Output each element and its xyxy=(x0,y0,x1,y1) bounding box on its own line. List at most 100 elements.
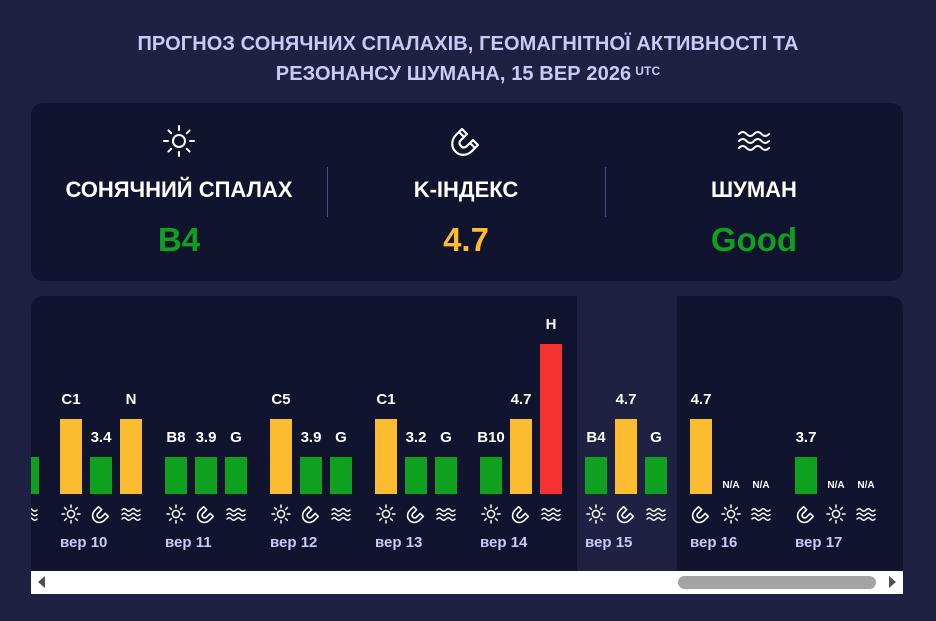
summary-schumann: ШУМАН Good xyxy=(605,103,903,281)
summary-schumann-value: Good xyxy=(710,221,798,258)
page-title: ПРОГНОЗ СОНЯЧНИХ СПАЛАХІВ, ГЕОМАГНІТНОЇ … xyxy=(40,29,896,89)
schumann-bar xyxy=(645,457,667,494)
title-line-1: ПРОГНОЗ СОНЯЧНИХ СПАЛАХІВ, ГЕОМАГНІТНОЇ … xyxy=(137,33,799,55)
schumann-bar xyxy=(435,457,457,494)
day-label: вер 11 xyxy=(165,534,212,551)
magnet-icon xyxy=(195,503,217,525)
sun-icon xyxy=(480,503,502,525)
summary-kindex-value: 4.7 xyxy=(443,221,489,258)
day-label: вер 16 xyxy=(690,534,738,551)
kp-value: 3.9 xyxy=(300,429,322,446)
magnet-icon xyxy=(405,503,427,525)
kp-bar xyxy=(405,457,427,494)
schumann-value: G xyxy=(335,429,347,446)
summary-schumann-label: ШУМАН xyxy=(711,177,797,202)
day-label: вер 13 xyxy=(375,534,423,551)
magnet-icon xyxy=(615,503,637,525)
flare-value: N/A xyxy=(722,480,740,491)
flare-value: B4 xyxy=(586,429,606,446)
kp-bar xyxy=(195,457,217,494)
summary-k-index: K-ІНДЕКС 4.7 xyxy=(327,103,605,281)
day-column[interactable]: 3.7 N/A N/A вер 17 xyxy=(795,296,900,571)
schumann-value: G xyxy=(440,429,452,446)
day-label: вер 12 xyxy=(270,534,318,551)
summary-solar-label: СОНЯЧНИЙ СПАЛАХ xyxy=(65,177,293,202)
flare-value: C1 xyxy=(61,391,81,408)
flare-value: C5 xyxy=(271,391,291,408)
schumann-bar xyxy=(330,457,352,494)
scroll-left-arrow-icon[interactable] xyxy=(38,576,45,588)
summary-panel: СОНЯЧНИЙ СПАЛАХ B4 K-ІНДЕКС 4.7 ШУМАН Go… xyxy=(31,103,903,281)
magnet-icon xyxy=(300,503,322,525)
sun-icon xyxy=(720,503,742,525)
horizontal-scrollbar[interactable] xyxy=(31,571,903,594)
partial-kp-value: 3 xyxy=(31,429,35,446)
waves-icon xyxy=(540,503,562,525)
waves-icon xyxy=(855,503,877,525)
magnet-icon xyxy=(795,503,817,525)
flare-bar xyxy=(480,457,502,494)
magnet-icon xyxy=(510,503,532,525)
kp-bar xyxy=(510,419,532,494)
flare-bar xyxy=(270,419,292,494)
summary-kindex-label: K-ІНДЕКС xyxy=(413,177,519,202)
schumann-bar xyxy=(225,457,247,494)
sun-icon xyxy=(60,503,82,525)
magnet-icon xyxy=(448,123,484,159)
day-label: вер 17 xyxy=(795,534,843,551)
kp-bar xyxy=(90,457,112,494)
divider xyxy=(327,167,328,217)
magnet-icon xyxy=(90,503,112,525)
flare-bar xyxy=(585,457,607,494)
title-line-2: РЕЗОНАНСУ ШУМАНА, 15 ВЕР 2026 UTC xyxy=(275,63,661,85)
magnet-icon xyxy=(690,503,712,525)
kp-value: 3.9 xyxy=(195,429,217,446)
schumann-value: G xyxy=(650,429,662,446)
sun-icon xyxy=(165,503,187,525)
kp-bar xyxy=(615,419,637,494)
sun-icon xyxy=(270,503,292,525)
kp-value: 4.7 xyxy=(615,391,637,408)
sun-icon xyxy=(825,503,847,525)
waves-icon xyxy=(736,123,772,159)
schumann-value: N/A xyxy=(857,480,875,491)
summary-solar-flare: СОНЯЧНИЙ СПАЛАХ B4 xyxy=(31,103,327,281)
partial-kp-bar xyxy=(31,457,39,494)
flare-bar xyxy=(375,419,397,494)
schumann-value: H xyxy=(545,316,557,333)
waves-icon xyxy=(31,503,39,525)
schumann-bar xyxy=(540,344,562,494)
waves-icon xyxy=(645,503,667,525)
schumann-bar xyxy=(120,419,142,494)
kp-value: 3.2 xyxy=(405,429,427,446)
schumann-value: G xyxy=(230,429,242,446)
summary-solar-value: B4 xyxy=(157,221,201,258)
schumann-value: N/A xyxy=(752,480,770,491)
waves-icon xyxy=(750,503,772,525)
flare-value: C1 xyxy=(376,391,396,408)
day-column[interactable]: 4.7 N/A N/A вер 16 xyxy=(690,296,795,571)
waves-icon xyxy=(120,503,142,525)
flare-bar xyxy=(60,419,82,494)
sun-icon xyxy=(375,503,397,525)
waves-icon xyxy=(435,503,457,525)
kp-value: 4.7 xyxy=(510,391,532,408)
scroll-right-arrow-icon[interactable] xyxy=(889,576,896,588)
waves-icon xyxy=(330,503,352,525)
kp-bar xyxy=(300,457,322,494)
utc-label: UTC xyxy=(635,64,661,78)
kp-value: 3.7 xyxy=(795,429,817,446)
scrollbar-thumb[interactable] xyxy=(678,576,876,589)
sun-icon xyxy=(585,503,607,525)
flare-value: B8 xyxy=(166,429,186,446)
kp-value: 4.7 xyxy=(690,391,712,408)
sun-icon xyxy=(161,123,197,159)
waves-icon xyxy=(225,503,247,525)
